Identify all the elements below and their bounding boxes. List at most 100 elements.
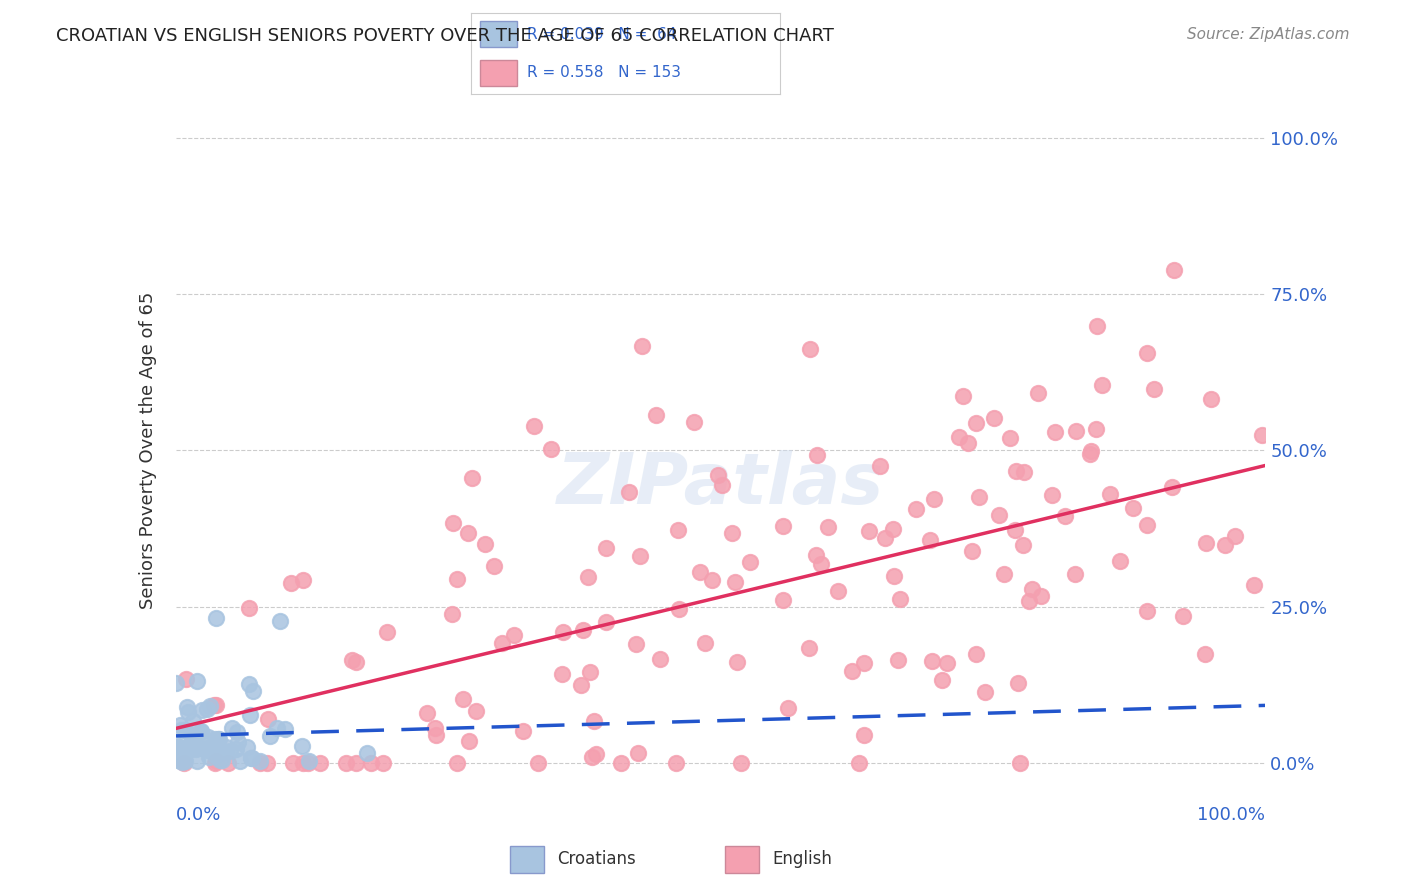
Point bbox=[948, 430, 970, 444]
Point bbox=[852, 728, 875, 742]
Point bbox=[375, 625, 398, 640]
Point bbox=[240, 751, 263, 765]
Point bbox=[344, 655, 367, 669]
Point bbox=[174, 672, 197, 686]
Point bbox=[572, 623, 595, 637]
Y-axis label: Seniors Poverty Over the Age of 65: Seniors Poverty Over the Age of 65 bbox=[139, 292, 157, 609]
Point bbox=[204, 731, 226, 746]
Point bbox=[177, 705, 200, 719]
Point bbox=[804, 549, 827, 563]
Point bbox=[360, 756, 382, 770]
Text: ZIPatlas: ZIPatlas bbox=[557, 450, 884, 519]
Point bbox=[197, 730, 219, 744]
Point bbox=[1194, 647, 1216, 661]
Point bbox=[1225, 529, 1247, 543]
Point bbox=[1195, 536, 1218, 550]
Point bbox=[983, 411, 1005, 425]
Point bbox=[628, 549, 651, 564]
Point bbox=[1143, 382, 1166, 396]
Point bbox=[1171, 608, 1194, 623]
Point bbox=[174, 754, 197, 768]
Point bbox=[1078, 447, 1101, 461]
Point bbox=[627, 746, 650, 760]
Point bbox=[211, 753, 233, 767]
Point bbox=[256, 756, 278, 770]
Point bbox=[806, 448, 828, 462]
Point bbox=[166, 739, 188, 753]
Point bbox=[730, 756, 752, 770]
Point bbox=[239, 751, 262, 765]
Point bbox=[503, 628, 526, 642]
Point bbox=[827, 583, 849, 598]
Point bbox=[1064, 425, 1087, 439]
Point bbox=[190, 724, 212, 739]
FancyBboxPatch shape bbox=[510, 847, 544, 873]
Point bbox=[551, 666, 574, 681]
Point bbox=[1005, 464, 1028, 478]
Point bbox=[242, 683, 264, 698]
Point bbox=[221, 721, 243, 735]
Point bbox=[173, 756, 195, 770]
Point bbox=[292, 756, 315, 770]
Point bbox=[631, 338, 654, 352]
Point bbox=[173, 749, 195, 764]
Point bbox=[204, 756, 226, 770]
Point bbox=[967, 490, 990, 504]
Point bbox=[1004, 523, 1026, 537]
Point bbox=[988, 508, 1011, 522]
Point bbox=[441, 516, 464, 531]
Point bbox=[205, 754, 228, 768]
Point bbox=[526, 756, 548, 770]
Point bbox=[298, 754, 321, 768]
Point bbox=[166, 753, 188, 767]
Point bbox=[1099, 487, 1122, 501]
Point bbox=[205, 735, 228, 749]
Point bbox=[257, 712, 280, 726]
Point bbox=[290, 739, 312, 753]
Point bbox=[1161, 480, 1184, 494]
FancyBboxPatch shape bbox=[725, 847, 759, 873]
Point bbox=[309, 756, 332, 770]
Point bbox=[1064, 567, 1087, 582]
Point bbox=[1136, 604, 1159, 618]
Point bbox=[1136, 346, 1159, 360]
Point bbox=[249, 756, 271, 770]
Point bbox=[817, 519, 839, 533]
Point bbox=[461, 471, 484, 485]
Point bbox=[446, 756, 468, 770]
Point bbox=[482, 559, 505, 574]
Point bbox=[1010, 756, 1032, 770]
Point bbox=[169, 741, 191, 756]
Point bbox=[707, 468, 730, 483]
Point bbox=[195, 701, 218, 715]
Text: CROATIAN VS ENGLISH SENIORS POVERTY OVER THE AGE OF 65 CORRELATION CHART: CROATIAN VS ENGLISH SENIORS POVERTY OVER… bbox=[56, 27, 834, 45]
Point bbox=[204, 611, 226, 625]
Point bbox=[356, 747, 378, 761]
Point bbox=[689, 565, 711, 579]
Point bbox=[371, 756, 394, 770]
Point bbox=[1012, 538, 1035, 552]
Point bbox=[512, 724, 534, 739]
Point bbox=[858, 524, 880, 538]
Point bbox=[889, 592, 911, 607]
Point bbox=[1012, 466, 1035, 480]
Point bbox=[441, 607, 464, 622]
Point bbox=[583, 714, 606, 728]
Point bbox=[194, 740, 217, 755]
Point bbox=[170, 723, 193, 738]
Point bbox=[173, 741, 195, 756]
Point bbox=[695, 636, 717, 650]
Point bbox=[772, 518, 794, 533]
Point bbox=[721, 525, 744, 540]
Point bbox=[183, 739, 205, 754]
Point bbox=[869, 458, 891, 473]
Point bbox=[585, 747, 607, 761]
Point bbox=[204, 747, 226, 762]
Point bbox=[998, 431, 1021, 445]
Point bbox=[965, 416, 987, 430]
Point bbox=[491, 636, 513, 650]
FancyBboxPatch shape bbox=[481, 21, 517, 47]
Point bbox=[993, 567, 1015, 582]
Point bbox=[702, 573, 724, 587]
FancyBboxPatch shape bbox=[481, 60, 517, 86]
